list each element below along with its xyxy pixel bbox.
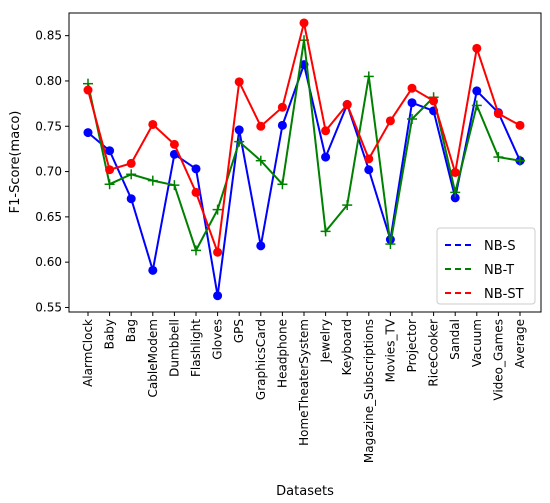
data-point [342, 100, 352, 110]
data-point [342, 200, 353, 211]
data-point [277, 179, 288, 190]
data-point [83, 128, 93, 138]
x-tick-label: Sandal [448, 319, 462, 360]
x-tick-label: Movies_TV [383, 318, 397, 382]
y-axis-ticks: 0.55 0.60 0.65 0.70 0.75 0.80 0.85 [35, 29, 69, 314]
data-point [169, 180, 180, 191]
series-layer [83, 18, 525, 301]
data-point [234, 77, 244, 87]
data-point [169, 149, 179, 159]
data-point [515, 155, 525, 166]
legend-label: NB-S [484, 239, 516, 254]
x-tick-label: Keyboard [340, 319, 354, 375]
data-point [493, 109, 503, 119]
x-tick-label: Video_Games [491, 319, 505, 401]
legend-label: NB-ST [484, 287, 524, 302]
y-tick-label: 0.60 [35, 255, 62, 269]
data-point [212, 204, 223, 215]
data-point [256, 241, 266, 251]
data-point [471, 100, 482, 111]
data-point [234, 136, 245, 147]
x-tick-label: Flashlight [189, 319, 203, 377]
data-point [105, 146, 115, 156]
x-tick-label: GPS [232, 319, 246, 343]
data-point [472, 43, 482, 53]
data-point [385, 239, 396, 250]
x-axis-label: Datasets [276, 484, 334, 499]
data-point [320, 226, 331, 237]
x-tick-label: RiceCooker [427, 319, 441, 387]
y-tick-label: 0.75 [35, 119, 62, 133]
data-point [277, 120, 287, 130]
data-point [83, 85, 93, 95]
legend-box [436, 227, 536, 305]
data-point [148, 265, 158, 275]
data-point [255, 155, 266, 166]
data-point [105, 165, 115, 175]
series-nb-st [83, 18, 525, 257]
data-point [472, 86, 482, 96]
y-tick-label: 0.70 [35, 165, 62, 179]
data-point [493, 152, 504, 163]
y-tick-label: 0.55 [35, 300, 62, 314]
data-point [191, 187, 201, 197]
x-axis-ticks: AlarmClock Baby Bag CableModem Dumbbell Flash… [81, 312, 527, 463]
data-point [407, 114, 417, 125]
data-point [104, 179, 115, 190]
x-tick-label: Projector [405, 319, 419, 372]
data-point [321, 152, 331, 162]
data-point [256, 121, 266, 131]
data-point [191, 164, 201, 174]
data-point [148, 119, 158, 129]
x-tick-label: Dumbbell [167, 319, 181, 377]
x-tick-label: Baby [103, 319, 117, 349]
data-point [515, 120, 525, 130]
legend-label: NB-T [484, 263, 514, 278]
data-point [299, 18, 309, 28]
x-tick-label: Vacuum [470, 319, 484, 367]
data-point [450, 193, 460, 203]
legend: NB-S NB-T NB-ST [436, 227, 536, 305]
data-point [363, 71, 374, 82]
data-point [169, 139, 179, 149]
data-point [450, 187, 461, 198]
data-point [277, 102, 287, 112]
data-point [429, 96, 439, 106]
x-tick-label: Jewelry [319, 319, 333, 364]
data-point [126, 158, 136, 168]
data-point [407, 83, 417, 93]
data-point [213, 247, 223, 257]
y-tick-label: 0.80 [35, 74, 62, 88]
x-tick-label: Gloves [211, 319, 225, 360]
x-tick-label: GraphicsCard [254, 319, 268, 400]
data-point [321, 126, 331, 136]
data-point [407, 98, 417, 108]
x-tick-label: Average [513, 319, 527, 368]
data-point [450, 167, 460, 177]
x-tick-label: Bag [124, 319, 138, 342]
data-point [147, 175, 158, 186]
x-tick-label: Headphone [275, 319, 289, 388]
data-point [126, 194, 136, 204]
data-point [191, 245, 201, 256]
data-point [234, 125, 244, 135]
data-point [364, 154, 374, 164]
data-point [385, 116, 395, 126]
x-tick-label: AlarmClock [81, 319, 95, 387]
x-tick-label: HomeTheaterSystem [297, 319, 311, 446]
y-tick-label: 0.85 [35, 29, 62, 43]
data-point [213, 291, 223, 301]
y-axis-label: F1-Score(maco) [8, 111, 23, 214]
x-tick-label: CableModem [146, 319, 160, 397]
series-nb-s [83, 60, 525, 301]
data-point [126, 169, 137, 180]
y-tick-label: 0.65 [35, 210, 62, 224]
x-tick-label: Magazine_Subscriptions [362, 319, 376, 463]
data-point [364, 165, 374, 175]
